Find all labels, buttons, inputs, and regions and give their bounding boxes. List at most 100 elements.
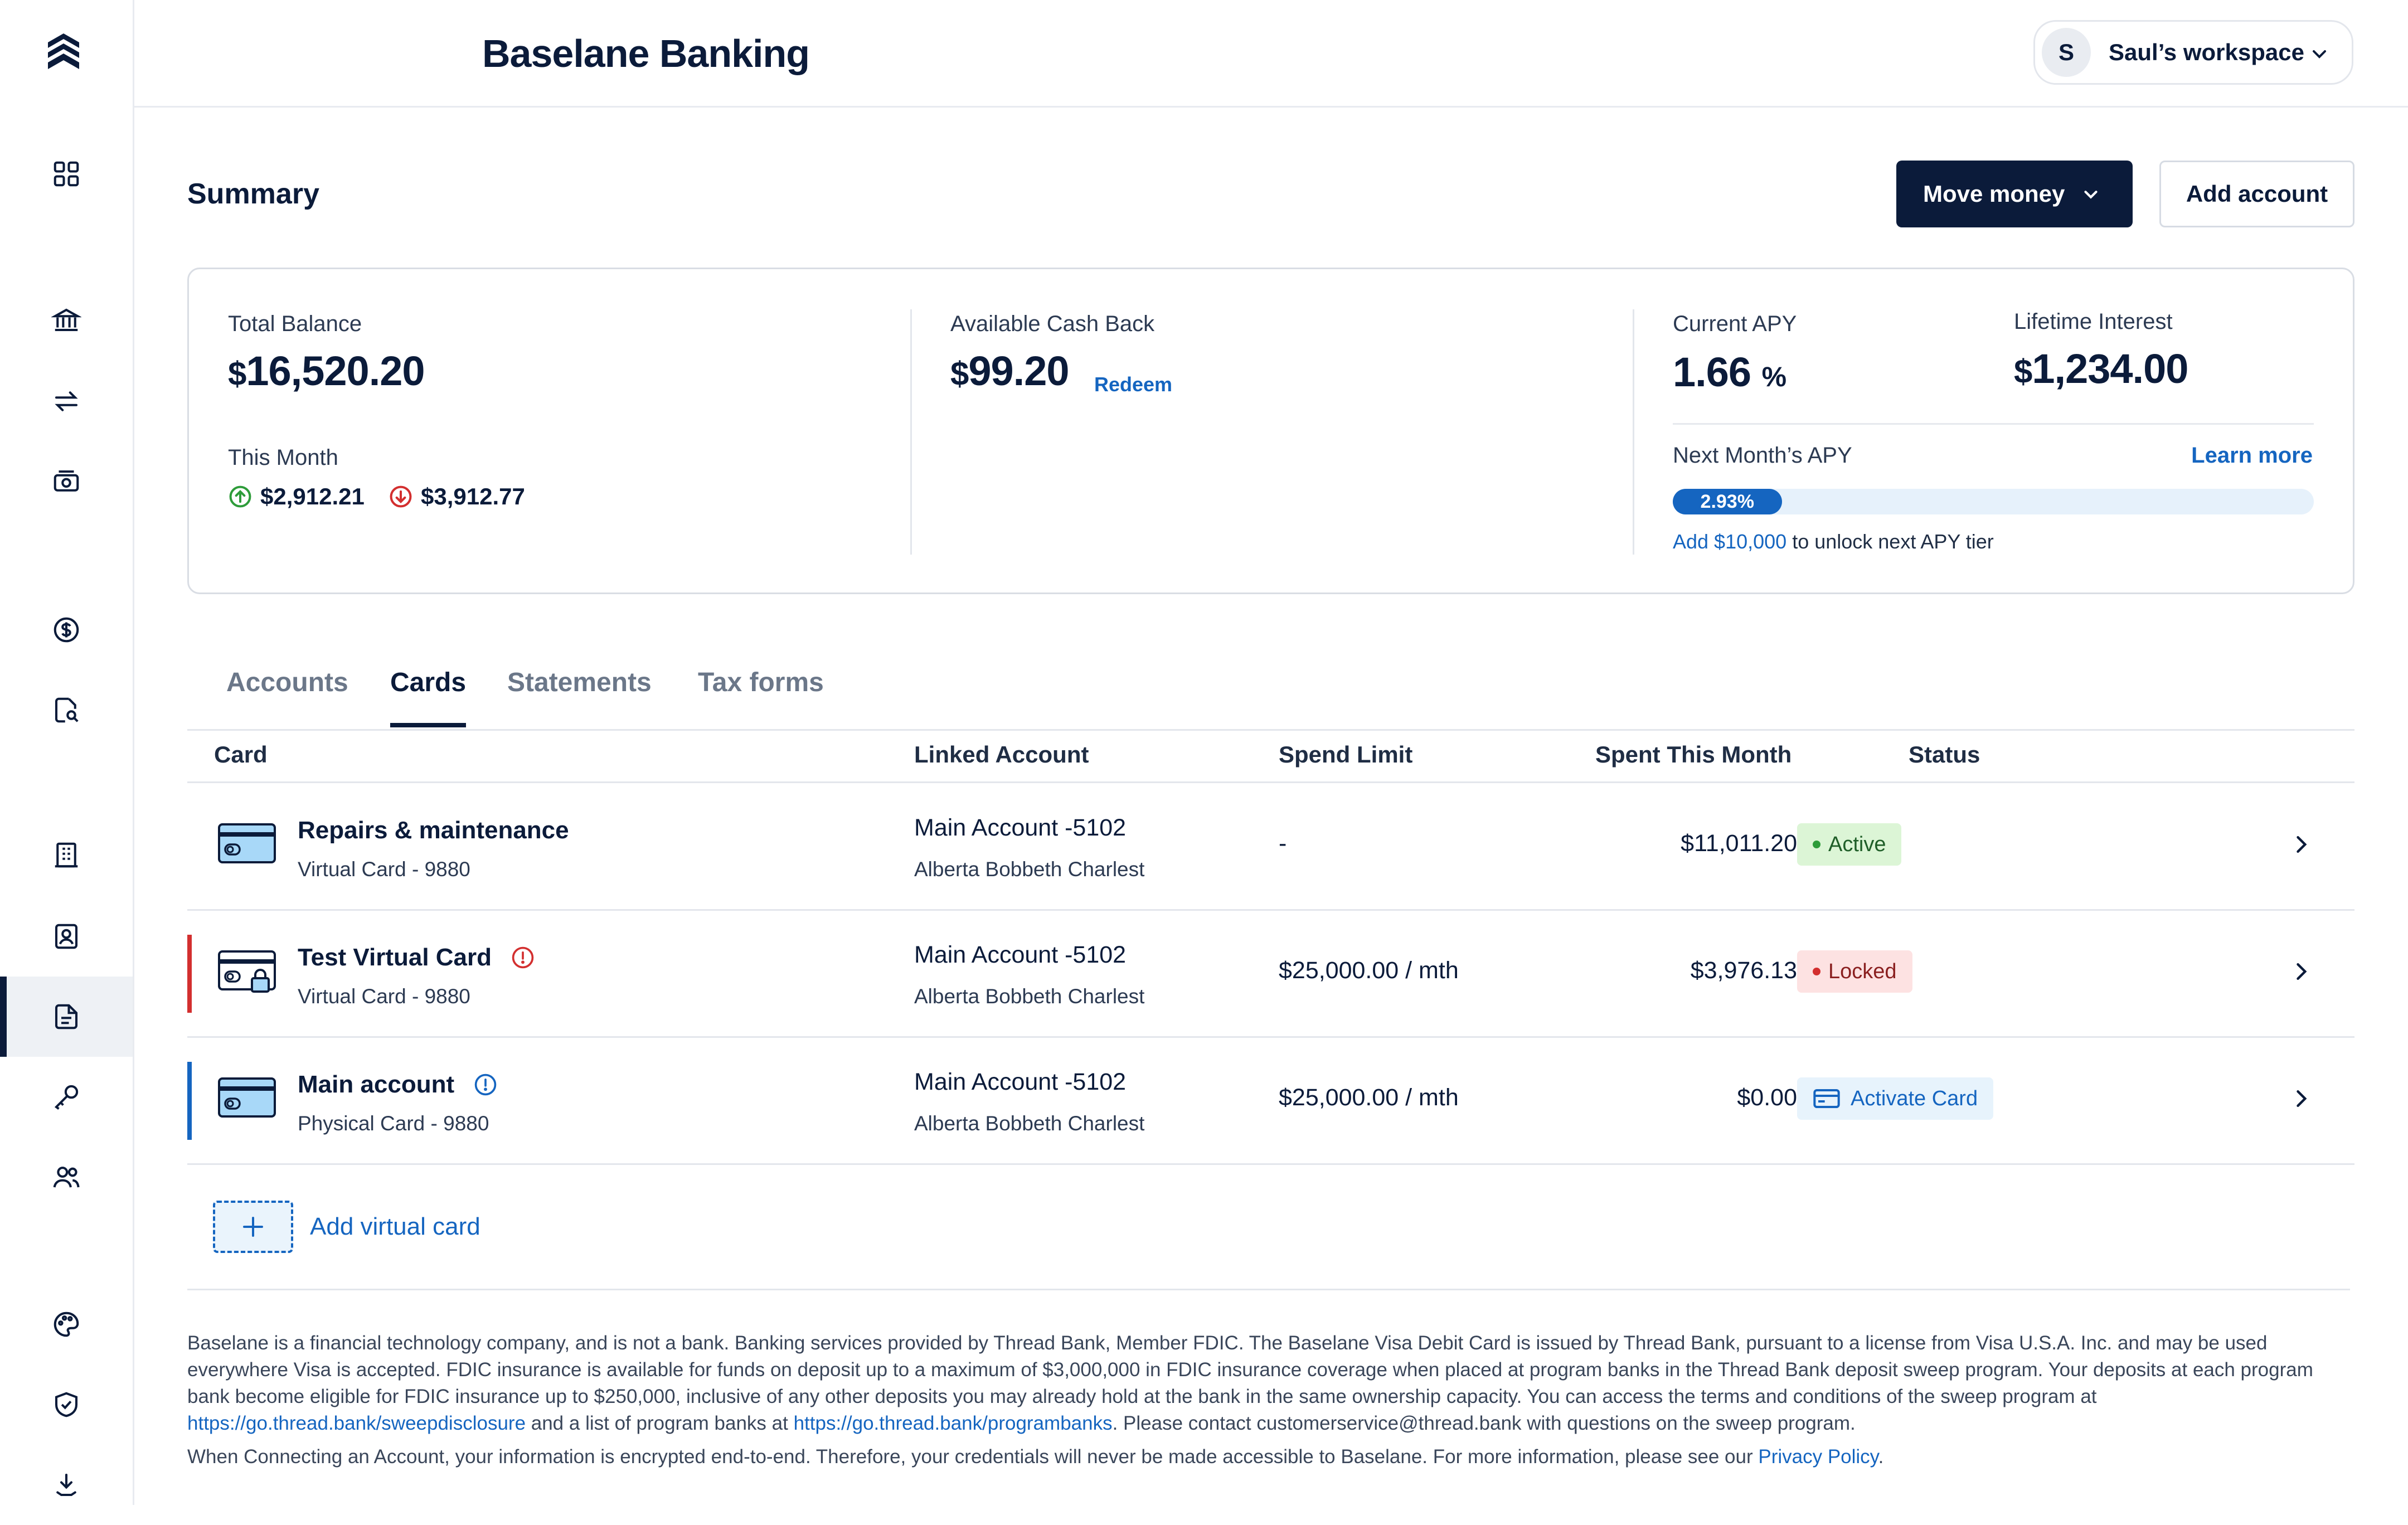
chevron-right-icon[interactable] [2289, 959, 2313, 984]
chevron-right-icon[interactable] [2289, 1086, 2313, 1111]
linked-account: Main Account -5102 [914, 941, 1127, 968]
add-account-button[interactable]: Add account [2159, 161, 2354, 227]
document-icon [55, 1004, 78, 1029]
table-row[interactable]: Test Virtual Card Virtual Card - 9880 Ma… [187, 910, 2354, 1038]
summary-title: Summary [187, 178, 319, 210]
nav-tenants[interactable] [0, 896, 133, 977]
collapse-icon [56, 1473, 76, 1497]
column-header-spent-this-month: Spent This Month [1595, 741, 1792, 768]
top-bar: Baselane Banking S Saul’s workspace [134, 0, 2408, 108]
apy-unlock-note: Add $10,000 to unlock next APY tier [1673, 530, 1994, 553]
row-indicator [187, 935, 192, 1013]
next-apy-label: Next Month’s APY [1673, 443, 1852, 468]
avatar: S [2042, 28, 2091, 77]
add-virtual-card[interactable]: Add virtual card [213, 1201, 480, 1253]
add-virtual-card-label: Add virtual card [310, 1213, 480, 1240]
card-type: Virtual Card - 9880 [298, 985, 470, 1008]
workspace-switcher[interactable]: S Saul’s workspace [2033, 20, 2353, 85]
nav-reports[interactable] [0, 670, 133, 750]
add-card-box[interactable] [213, 1201, 293, 1253]
table-row[interactable]: Main account Physical Card - 9880 Main A… [187, 1037, 2354, 1165]
linked-account: Main Account -5102 [914, 814, 1127, 841]
redeem-link[interactable]: Redeem [1094, 373, 1173, 396]
sidebar [0, 0, 134, 1505]
nav-security[interactable] [0, 1364, 133, 1445]
spend-limit: - [1279, 830, 1287, 857]
linked-account: Main Account -5102 [914, 1069, 1127, 1095]
shield-check-icon [55, 1392, 78, 1417]
apy-progress-bar: 2.93% [1673, 489, 2314, 514]
tenant-icon [55, 924, 78, 949]
transfer-icon [55, 391, 78, 411]
tab-accounts[interactable]: Accounts [226, 668, 348, 697]
row-indicator [187, 1062, 192, 1140]
column-header-linked-account: Linked Account [914, 741, 1089, 768]
column-header-status: Status [1909, 741, 1980, 768]
current-apy-value: 1.66 % [1673, 349, 1786, 395]
tab-cards[interactable]: Cards [390, 663, 467, 727]
privacy-policy-link[interactable]: Privacy Policy [1758, 1446, 1878, 1468]
warning-icon[interactable] [511, 945, 535, 970]
card-type: Virtual Card - 9880 [298, 858, 470, 881]
arrow-up-circle-icon [229, 485, 251, 508]
nav-keys[interactable] [0, 1057, 133, 1137]
add-funds-link[interactable]: Add $10,000 [1673, 530, 1787, 553]
money-out: $3,912.77 [389, 483, 525, 510]
sweep-disclosure-link[interactable]: https://go.thread.bank/sweepdisclosure [187, 1412, 526, 1434]
key-icon [54, 1085, 79, 1110]
palette-icon [54, 1312, 79, 1337]
dashboard-icon [54, 161, 79, 187]
credit-card-icon [218, 1077, 276, 1118]
tab-statements[interactable]: Statements [507, 668, 652, 697]
nav-collapse[interactable] [0, 1445, 133, 1525]
document-search-icon [55, 697, 79, 723]
cash-icon [54, 470, 79, 492]
table-row[interactable]: Repairs & maintenance Virtual Card - 988… [187, 783, 2354, 911]
current-apy-label: Current APY [1673, 312, 1797, 336]
money-in: $2,912.21 [228, 483, 365, 510]
spend-limit: $25,000.00 / mth [1279, 1084, 1459, 1111]
nav-properties[interactable] [0, 815, 133, 895]
nav-cashback[interactable] [0, 590, 133, 670]
baselane-logo[interactable] [46, 32, 81, 71]
lifetime-interest-label: Lifetime Interest [2014, 309, 2173, 334]
learn-more-link[interactable]: Learn more [2191, 443, 2313, 468]
legal-disclaimer: Baselane is a financial technology compa… [187, 1332, 2313, 1468]
workspace-name: Saul’s workspace [2109, 39, 2304, 65]
chevron-right-icon[interactable] [2289, 832, 2313, 857]
summary-card: Total Balance $16,520.20 This Month $2,9… [187, 268, 2354, 594]
cashback-label: Available Cash Back [950, 312, 1155, 336]
program-banks-link[interactable]: https://go.thread.bank/programbanks [793, 1412, 1113, 1434]
spend-limit: $25,000.00 / mth [1279, 957, 1459, 984]
total-balance-label: Total Balance [228, 312, 362, 336]
column-header-card: Card [214, 741, 268, 768]
move-money-button[interactable]: Move money [1896, 161, 2133, 227]
nav-dashboard[interactable] [0, 134, 133, 214]
nav-documents[interactable] [0, 977, 133, 1057]
spent-this-month: $3,976.13 [1690, 957, 1797, 984]
divider [1673, 423, 2314, 425]
lifetime-interest-value: $1,234.00 [2014, 346, 2188, 392]
activate-card-button[interactable]: Activate Card [1797, 1077, 1994, 1120]
status-badge: Locked [1797, 950, 1912, 993]
money-out-value: $3,912.77 [421, 483, 525, 509]
status-badge: Active [1797, 823, 1902, 866]
move-money-label: Move money [1923, 181, 2065, 207]
info-icon[interactable] [473, 1072, 498, 1097]
divider [910, 309, 912, 555]
users-icon [53, 1167, 80, 1188]
arrow-down-circle-icon [390, 485, 412, 508]
nav-cash[interactable] [0, 441, 133, 522]
divider [187, 781, 2354, 783]
nav-integrations[interactable] [0, 1284, 133, 1364]
nav-users[interactable] [0, 1137, 133, 1217]
nav-banking[interactable] [0, 280, 133, 360]
spent-this-month: $0.00 [1737, 1084, 1797, 1111]
money-in-value: $2,912.21 [260, 483, 365, 509]
nav-transfers[interactable] [0, 361, 133, 441]
tab-tax-forms[interactable]: Tax forms [698, 668, 824, 697]
chevron-down-icon [2084, 191, 2098, 199]
card-name: Repairs & maintenance [298, 817, 569, 844]
account-owner: Alberta Bobbeth Charlest [914, 858, 1145, 881]
card-name: Main account [298, 1071, 498, 1099]
